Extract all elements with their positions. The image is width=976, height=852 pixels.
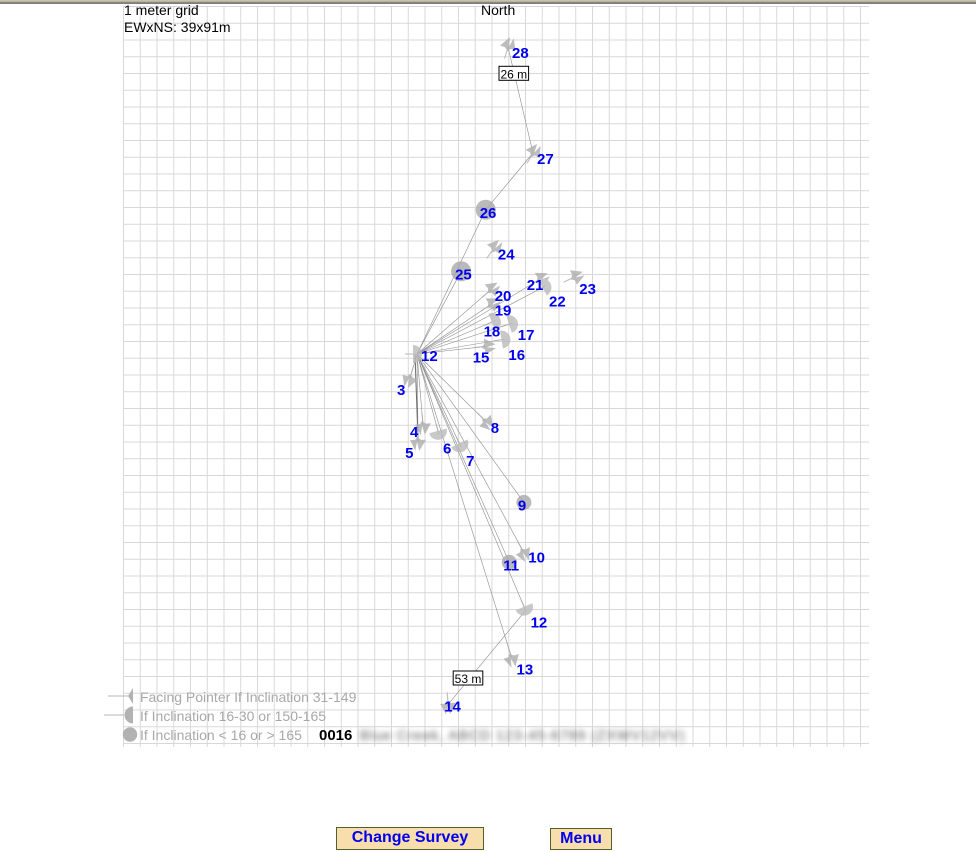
svg-text:20: 20 [495,288,512,305]
svg-text:15: 15 [473,349,490,366]
svg-text:25: 25 [455,266,472,283]
svg-text:23: 23 [579,281,596,298]
svg-text:53 m: 53 m [455,672,482,686]
svg-text:4: 4 [410,424,419,441]
svg-text:6: 6 [443,441,451,458]
svg-text:24: 24 [498,247,515,264]
svg-text:13: 13 [517,661,534,678]
svg-text:22: 22 [549,294,566,311]
svg-text:21: 21 [527,277,544,294]
svg-text:8: 8 [491,420,499,437]
svg-text:26: 26 [480,205,497,222]
svg-text:5: 5 [405,445,413,462]
svg-text:18: 18 [484,324,501,341]
svg-text:7: 7 [466,453,474,470]
svg-text:3: 3 [397,382,405,399]
svg-text:9: 9 [518,497,526,514]
svg-text:28: 28 [512,45,529,62]
svg-text:17: 17 [518,327,535,344]
svg-text:11: 11 [503,557,519,574]
svg-text:12: 12 [421,348,438,365]
svg-text:12: 12 [531,614,548,631]
svg-text:27: 27 [537,151,554,168]
svg-text:19: 19 [495,303,512,320]
svg-text:26 m: 26 m [500,67,527,81]
svg-text:16: 16 [508,347,525,364]
svg-text:10: 10 [528,550,545,567]
svg-text:14: 14 [444,698,461,715]
